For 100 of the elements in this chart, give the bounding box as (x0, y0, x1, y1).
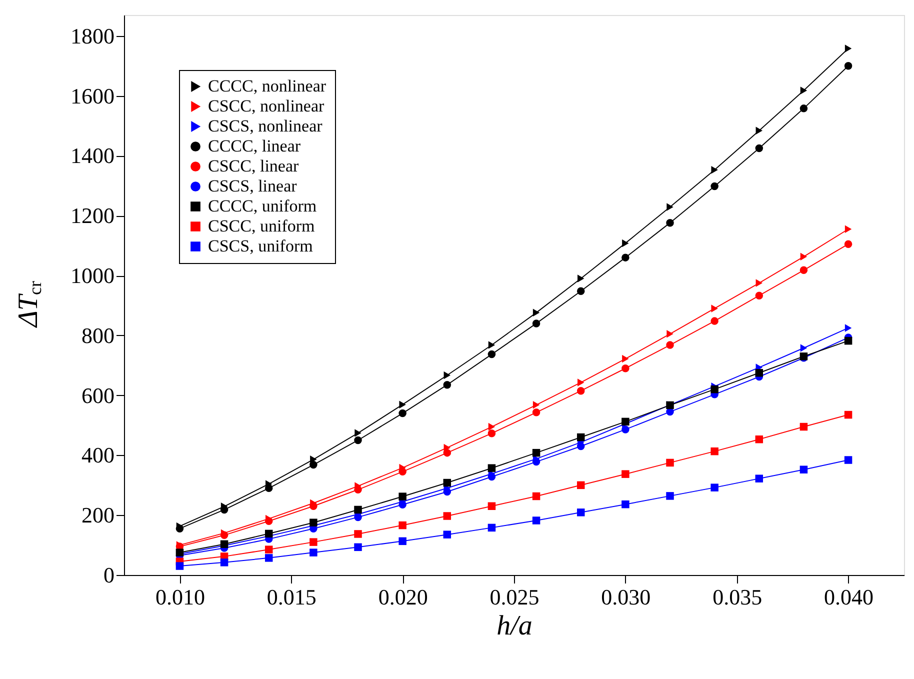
point (532, 492, 540, 500)
x-tick-label: 0.010 (155, 584, 205, 610)
point (488, 502, 496, 510)
point (622, 426, 630, 434)
y-tick-label: 200 (82, 502, 114, 528)
point (576, 433, 585, 442)
point (443, 512, 452, 520)
point (176, 562, 184, 570)
point (622, 354, 629, 363)
point (666, 203, 674, 211)
point (576, 442, 585, 450)
point (844, 44, 852, 52)
point (532, 320, 540, 328)
point (398, 537, 406, 546)
point (399, 400, 406, 408)
point (711, 166, 718, 174)
y-tick-label: 400 (82, 442, 114, 468)
point (578, 378, 584, 386)
point (800, 104, 808, 112)
y-tick-label: 600 (82, 382, 114, 408)
point (354, 506, 362, 514)
point (398, 409, 406, 418)
y-tick-label: 1200 (70, 203, 114, 228)
point (622, 254, 630, 262)
point (488, 422, 496, 431)
point (666, 492, 674, 500)
x-tick-label: 0.015 (266, 584, 316, 610)
point (398, 468, 406, 476)
point (800, 252, 808, 261)
point (310, 538, 318, 546)
point (532, 448, 540, 457)
point (666, 458, 674, 467)
point (310, 460, 318, 469)
point (576, 287, 585, 295)
point (844, 225, 852, 233)
point (578, 274, 584, 282)
point (755, 435, 764, 444)
point (354, 429, 362, 437)
point (310, 502, 318, 510)
point (666, 218, 674, 227)
point (800, 86, 808, 94)
point (710, 447, 718, 456)
point (488, 524, 496, 532)
point (310, 518, 318, 526)
point (844, 456, 852, 464)
x-tick-label: 0.025 (490, 584, 540, 610)
point (532, 401, 540, 409)
x-axis-title: h/a (496, 610, 532, 642)
point (622, 500, 630, 508)
legend-label: CCCC, nonlinear (208, 76, 326, 96)
point (755, 144, 764, 152)
y-tick-label: 1000 (70, 263, 114, 288)
point (710, 385, 718, 394)
legend-label: CCCC, uniform (208, 196, 317, 216)
point (176, 524, 184, 532)
point (354, 543, 362, 552)
point (444, 371, 450, 380)
point (443, 488, 452, 496)
point (488, 341, 496, 349)
y-tick-label: 1600 (70, 83, 114, 108)
point (220, 506, 228, 514)
y-tick-label: 1400 (70, 143, 114, 168)
y-tick-label: 1800 (70, 23, 114, 48)
point (711, 304, 718, 312)
y-tick-label: 0 (104, 562, 114, 588)
point (844, 240, 852, 248)
point (800, 266, 808, 274)
point (622, 470, 630, 478)
point (220, 531, 228, 540)
point (443, 380, 452, 389)
legend-label: CSCC, nonlinear (208, 96, 325, 116)
legend-label: CCCC, linear (208, 136, 301, 156)
point (264, 484, 273, 492)
point (844, 62, 852, 70)
point (264, 546, 273, 554)
point (264, 530, 273, 538)
point (800, 466, 808, 474)
point (710, 182, 718, 190)
point (755, 292, 764, 300)
point (398, 521, 406, 530)
point (622, 239, 629, 248)
x-tick-label: 0.030 (601, 584, 651, 610)
point (532, 308, 540, 317)
point (756, 279, 762, 287)
x-tick-label: 0.040 (824, 584, 874, 610)
legend-label: CSCC, uniform (208, 216, 315, 236)
point (488, 429, 496, 438)
y-axis-title: ΔTcr (13, 281, 45, 328)
legend-label: CSCS, linear (208, 176, 298, 196)
point (576, 481, 585, 490)
point (844, 336, 852, 345)
legend-label: CSCS, uniform (208, 236, 313, 256)
point (666, 330, 674, 338)
point (710, 484, 718, 492)
legend-label: CSCS, nonlinear (208, 116, 323, 136)
point (398, 492, 406, 500)
point (220, 558, 228, 566)
point (488, 350, 496, 358)
y-tick-label: 800 (82, 322, 114, 348)
point (354, 436, 362, 444)
